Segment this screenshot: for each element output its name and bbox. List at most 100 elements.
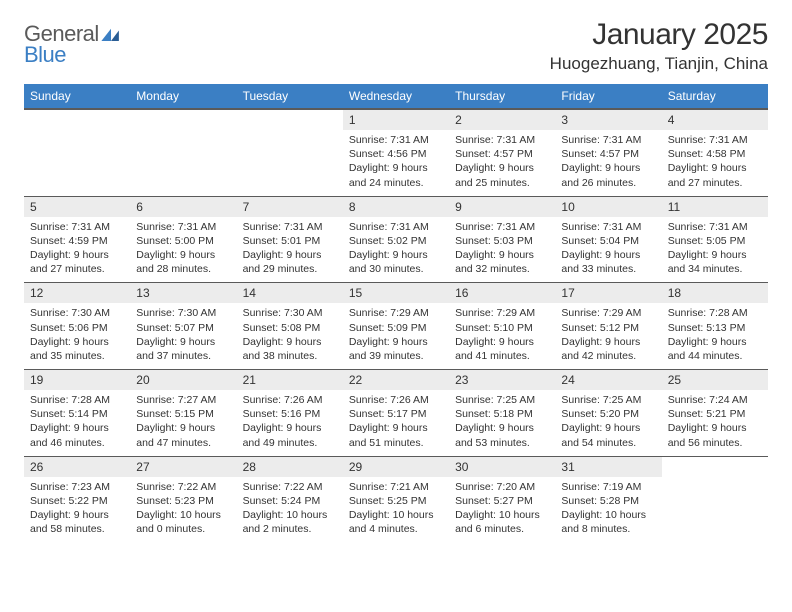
daylight-line: Daylight: 9 hours and 29 minutes. bbox=[243, 248, 337, 276]
day-content-cell: Sunrise: 7:20 AMSunset: 5:27 PMDaylight:… bbox=[449, 477, 555, 543]
day-number-cell: 18 bbox=[662, 283, 768, 304]
daylight-line: Daylight: 9 hours and 47 minutes. bbox=[136, 421, 230, 449]
calendar-table: Sunday Monday Tuesday Wednesday Thursday… bbox=[24, 84, 768, 542]
sunrise-line: Sunrise: 7:31 AM bbox=[561, 133, 655, 147]
day-content-cell: Sunrise: 7:31 AMSunset: 4:56 PMDaylight:… bbox=[343, 130, 449, 196]
sunset-line: Sunset: 5:28 PM bbox=[561, 494, 655, 508]
day-content-cell: Sunrise: 7:31 AMSunset: 4:59 PMDaylight:… bbox=[24, 217, 130, 283]
sunset-line: Sunset: 5:02 PM bbox=[349, 234, 443, 248]
day-content-cell bbox=[24, 130, 130, 196]
sunset-line: Sunset: 4:59 PM bbox=[30, 234, 124, 248]
sunset-line: Sunset: 5:12 PM bbox=[561, 321, 655, 335]
day-content-cell: Sunrise: 7:31 AMSunset: 4:57 PMDaylight:… bbox=[449, 130, 555, 196]
sunrise-line: Sunrise: 7:26 AM bbox=[243, 393, 337, 407]
daylight-line: Daylight: 9 hours and 44 minutes. bbox=[668, 335, 762, 363]
day-number-cell: 27 bbox=[130, 456, 236, 477]
day-number-cell: 6 bbox=[130, 196, 236, 217]
day-content-cell: Sunrise: 7:30 AMSunset: 5:08 PMDaylight:… bbox=[237, 303, 343, 369]
day-content-cell bbox=[662, 477, 768, 543]
sunset-line: Sunset: 5:17 PM bbox=[349, 407, 443, 421]
day-content-cell: Sunrise: 7:31 AMSunset: 5:05 PMDaylight:… bbox=[662, 217, 768, 283]
day-number-cell: 8 bbox=[343, 196, 449, 217]
week-daynum-row: 19202122232425 bbox=[24, 370, 768, 391]
day-number-cell: 29 bbox=[343, 456, 449, 477]
daylight-line: Daylight: 9 hours and 32 minutes. bbox=[455, 248, 549, 276]
day-content-cell: Sunrise: 7:23 AMSunset: 5:22 PMDaylight:… bbox=[24, 477, 130, 543]
day-number-cell: 26 bbox=[24, 456, 130, 477]
sunset-line: Sunset: 5:08 PM bbox=[243, 321, 337, 335]
week-content-row: Sunrise: 7:28 AMSunset: 5:14 PMDaylight:… bbox=[24, 390, 768, 456]
day-number-cell: 31 bbox=[555, 456, 661, 477]
calendar-body: 1234Sunrise: 7:31 AMSunset: 4:56 PMDayli… bbox=[24, 109, 768, 542]
sunset-line: Sunset: 5:23 PM bbox=[136, 494, 230, 508]
location: Huogezhuang, Tianjin, China bbox=[550, 54, 768, 74]
daylight-line: Daylight: 10 hours and 8 minutes. bbox=[561, 508, 655, 536]
sunset-line: Sunset: 5:13 PM bbox=[668, 321, 762, 335]
daylight-line: Daylight: 9 hours and 58 minutes. bbox=[30, 508, 124, 536]
day-number-cell: 22 bbox=[343, 370, 449, 391]
day-number-cell: 17 bbox=[555, 283, 661, 304]
daylight-line: Daylight: 9 hours and 38 minutes. bbox=[243, 335, 337, 363]
day-content-cell: Sunrise: 7:31 AMSunset: 5:01 PMDaylight:… bbox=[237, 217, 343, 283]
week-daynum-row: 262728293031 bbox=[24, 456, 768, 477]
day-content-cell: Sunrise: 7:31 AMSunset: 5:03 PMDaylight:… bbox=[449, 217, 555, 283]
sunset-line: Sunset: 5:10 PM bbox=[455, 321, 549, 335]
week-content-row: Sunrise: 7:31 AMSunset: 4:59 PMDaylight:… bbox=[24, 217, 768, 283]
brand-triangle-icon bbox=[101, 24, 121, 45]
daylight-line: Daylight: 9 hours and 41 minutes. bbox=[455, 335, 549, 363]
daylight-line: Daylight: 9 hours and 49 minutes. bbox=[243, 421, 337, 449]
sunset-line: Sunset: 5:09 PM bbox=[349, 321, 443, 335]
daylight-line: Daylight: 10 hours and 6 minutes. bbox=[455, 508, 549, 536]
daylight-line: Daylight: 9 hours and 28 minutes. bbox=[136, 248, 230, 276]
week-daynum-row: 567891011 bbox=[24, 196, 768, 217]
day-content-cell: Sunrise: 7:29 AMSunset: 5:10 PMDaylight:… bbox=[449, 303, 555, 369]
day-content-cell: Sunrise: 7:31 AMSunset: 5:02 PMDaylight:… bbox=[343, 217, 449, 283]
day-number-cell: 24 bbox=[555, 370, 661, 391]
daylight-line: Daylight: 9 hours and 27 minutes. bbox=[30, 248, 124, 276]
day-content-cell: Sunrise: 7:25 AMSunset: 5:18 PMDaylight:… bbox=[449, 390, 555, 456]
weekday-header: Thursday bbox=[449, 84, 555, 109]
day-content-cell: Sunrise: 7:30 AMSunset: 5:07 PMDaylight:… bbox=[130, 303, 236, 369]
daylight-line: Daylight: 9 hours and 56 minutes. bbox=[668, 421, 762, 449]
day-number-cell: 20 bbox=[130, 370, 236, 391]
sunset-line: Sunset: 5:25 PM bbox=[349, 494, 443, 508]
daylight-line: Daylight: 9 hours and 39 minutes. bbox=[349, 335, 443, 363]
sunset-line: Sunset: 5:07 PM bbox=[136, 321, 230, 335]
sunrise-line: Sunrise: 7:31 AM bbox=[668, 133, 762, 147]
calendar-page: GeneralBlue January 2025 Huogezhuang, Ti… bbox=[0, 0, 792, 542]
day-number-cell: 21 bbox=[237, 370, 343, 391]
sunrise-line: Sunrise: 7:31 AM bbox=[349, 220, 443, 234]
day-number-cell: 30 bbox=[449, 456, 555, 477]
week-content-row: Sunrise: 7:31 AMSunset: 4:56 PMDaylight:… bbox=[24, 130, 768, 196]
sunrise-line: Sunrise: 7:24 AM bbox=[668, 393, 762, 407]
day-number-cell: 10 bbox=[555, 196, 661, 217]
sunset-line: Sunset: 5:06 PM bbox=[30, 321, 124, 335]
day-content-cell: Sunrise: 7:22 AMSunset: 5:23 PMDaylight:… bbox=[130, 477, 236, 543]
day-content-cell: Sunrise: 7:25 AMSunset: 5:20 PMDaylight:… bbox=[555, 390, 661, 456]
day-number-cell: 9 bbox=[449, 196, 555, 217]
month-title: January 2025 bbox=[550, 18, 768, 52]
day-number-cell: 23 bbox=[449, 370, 555, 391]
day-number-cell: 19 bbox=[24, 370, 130, 391]
brand-part2: Blue bbox=[24, 45, 121, 66]
sunset-line: Sunset: 5:14 PM bbox=[30, 407, 124, 421]
sunset-line: Sunset: 5:18 PM bbox=[455, 407, 549, 421]
daylight-line: Daylight: 9 hours and 25 minutes. bbox=[455, 161, 549, 189]
header: GeneralBlue January 2025 Huogezhuang, Ti… bbox=[24, 18, 768, 74]
sunrise-line: Sunrise: 7:23 AM bbox=[30, 480, 124, 494]
day-number-cell: 3 bbox=[555, 109, 661, 130]
weekday-header: Friday bbox=[555, 84, 661, 109]
week-daynum-row: 1234 bbox=[24, 109, 768, 130]
daylight-line: Daylight: 9 hours and 37 minutes. bbox=[136, 335, 230, 363]
day-number-cell: 11 bbox=[662, 196, 768, 217]
day-content-cell: Sunrise: 7:29 AMSunset: 5:09 PMDaylight:… bbox=[343, 303, 449, 369]
daylight-line: Daylight: 9 hours and 33 minutes. bbox=[561, 248, 655, 276]
sunrise-line: Sunrise: 7:26 AM bbox=[349, 393, 443, 407]
day-content-cell: Sunrise: 7:31 AMSunset: 5:00 PMDaylight:… bbox=[130, 217, 236, 283]
sunset-line: Sunset: 5:22 PM bbox=[30, 494, 124, 508]
sunrise-line: Sunrise: 7:21 AM bbox=[349, 480, 443, 494]
day-content-cell bbox=[237, 130, 343, 196]
daylight-line: Daylight: 10 hours and 2 minutes. bbox=[243, 508, 337, 536]
day-number-cell bbox=[237, 109, 343, 130]
sunset-line: Sunset: 5:21 PM bbox=[668, 407, 762, 421]
